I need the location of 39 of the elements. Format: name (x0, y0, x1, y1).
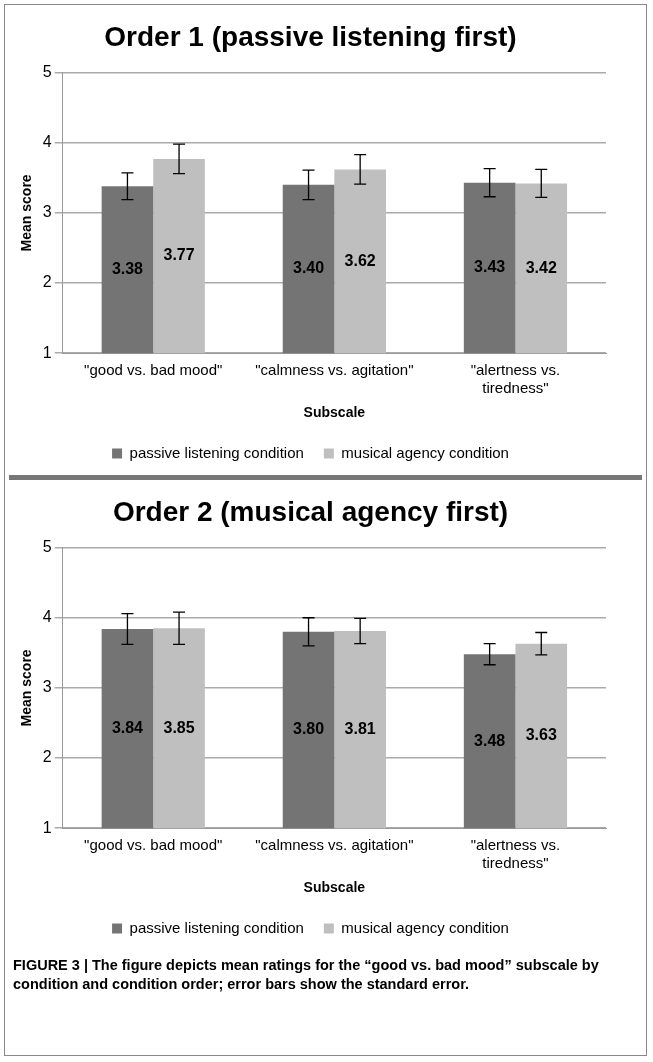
data-label: 3.42 (525, 258, 557, 276)
x-axis-title: Subscale (303, 404, 366, 421)
data-label: 3.62 (344, 251, 376, 269)
x-tick-label: "calmness vs. agitation" (255, 836, 414, 854)
y-tick-label: 5 (42, 63, 52, 81)
x-tick-label: "good vs. bad mood" (84, 361, 223, 379)
y-tick-label: 3 (42, 203, 52, 221)
y-tick-label: 2 (42, 273, 52, 291)
legend-label: musical agency condition (341, 918, 509, 936)
data-label: 3.40 (292, 259, 325, 277)
caption: FIGURE 3 | The figure depicts mean ratings for the “good vs. bad mood” subscale by condition and condition order; error bars show the standard error. (12, 956, 600, 994)
data-label: 3.81 (344, 720, 376, 738)
y-tick-label: 2 (42, 748, 52, 766)
y-axis-title: Mean score (18, 649, 35, 727)
x-axis-title: Subscale (303, 879, 366, 896)
x-tick-label: "alertness vs. tiredness" (470, 361, 561, 397)
y-axis-title: Mean score (18, 174, 35, 252)
x-tick-label: "alertness vs. tiredness" (470, 836, 561, 872)
data-label: 3.84 (111, 718, 144, 736)
y-tick-label: 4 (42, 133, 52, 151)
x-tick-label: "good vs. bad mood" (84, 836, 223, 854)
y-tick-label: 3 (42, 678, 52, 696)
legend-label: musical agency condition (341, 443, 509, 461)
data-label: 3.63 (525, 726, 557, 744)
data-label: 3.38 (111, 260, 144, 278)
x-tick-label: "calmness vs. agitation" (255, 361, 414, 379)
chart-title: Order 2 (musical agency first) (112, 495, 509, 527)
y-tick-label: 5 (42, 538, 52, 556)
y-tick-label: 4 (42, 608, 52, 626)
data-label: 3.77 (163, 246, 195, 264)
data-label: 3.48 (474, 731, 506, 749)
legend-label: passive listening condition (129, 918, 304, 936)
chart-title: Order 1 (passive listening first) (104, 20, 517, 52)
data-label: 3.43 (474, 258, 506, 276)
y-tick-label: 1 (42, 818, 52, 836)
legend-label: passive listening condition (129, 443, 304, 461)
y-tick-label: 1 (42, 343, 52, 361)
data-label: 3.80 (292, 720, 325, 738)
data-label: 3.85 (163, 718, 195, 736)
